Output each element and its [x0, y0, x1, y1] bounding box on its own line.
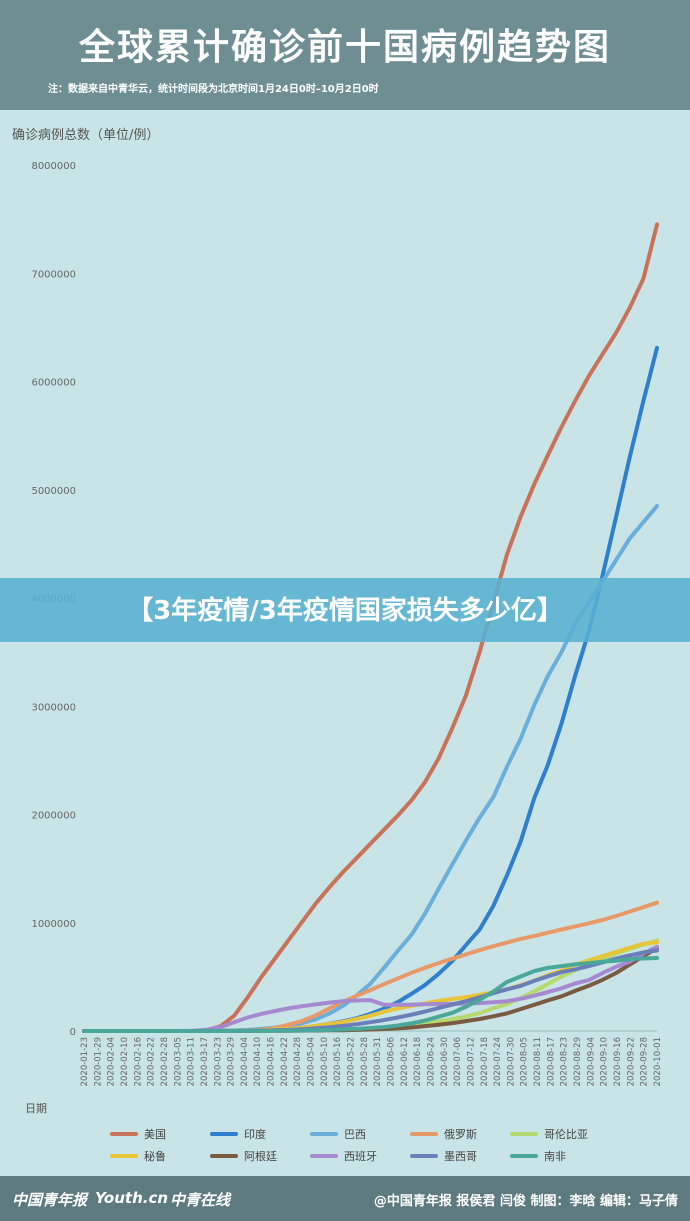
x-tick-label: 2020-02-04 — [107, 1037, 117, 1086]
legend-label: 俄罗斯 — [444, 1128, 477, 1141]
x-tick-label: 2020-08-05 — [520, 1037, 530, 1086]
x-tick-label: 2020-09-28 — [640, 1037, 650, 1086]
legend-item: 巴西 — [310, 1126, 366, 1142]
page-title: 全球累计确诊前十国病例趋势图 — [78, 27, 611, 68]
legend-label: 巴西 — [344, 1128, 366, 1141]
y-tick-label: 7000000 — [31, 269, 76, 280]
y-tick-label: 3000000 — [31, 702, 76, 713]
legend-swatch — [310, 1154, 338, 1158]
legend-item: 秘鲁 — [110, 1148, 166, 1164]
legend-label: 秘鲁 — [144, 1150, 166, 1163]
x-axis-label: 日期 — [25, 1102, 47, 1115]
logo-2: Youth.cn — [95, 1189, 169, 1207]
x-tick-label: 2020-08-23 — [560, 1037, 570, 1086]
x-tick-label: 2020-05-22 — [347, 1037, 357, 1086]
banner-text: 【3年疫情/3年疫情国家损失多少亿】 — [127, 596, 563, 626]
x-tick-label: 2020-09-16 — [613, 1037, 623, 1086]
x-tick-label: 2020-05-31 — [373, 1037, 383, 1086]
x-tick-label: 2020-06-12 — [400, 1037, 410, 1086]
x-tick-label: 2020-07-12 — [466, 1037, 476, 1086]
legend-item: 哥伦比亚 — [510, 1126, 588, 1142]
logo-1: 中国青年报 — [12, 1191, 88, 1209]
x-tick-label: 2020-02-16 — [133, 1037, 143, 1086]
x-tick-label: 2020-03-17 — [200, 1037, 210, 1086]
y-tick-label: 0 — [70, 1027, 76, 1038]
y-axis-label: 确诊病例总数（单位/例） — [12, 128, 160, 143]
x-tick-label: 2020-04-22 — [280, 1037, 290, 1086]
legend-label: 西班牙 — [344, 1150, 377, 1163]
footer: 中国青年报 Youth.cn 中青在线 @中国青年报 报侯君 闫俊 制图：李晗 … — [0, 1176, 690, 1221]
x-tick-label: 2020-07-06 — [453, 1037, 463, 1086]
x-tick-label: 2020-06-30 — [440, 1037, 450, 1086]
legend-swatch — [210, 1132, 238, 1136]
y-tick-label: 1000000 — [31, 919, 76, 930]
x-tick-label: 2020-04-16 — [267, 1037, 277, 1086]
x-tick-label: 2020-09-04 — [586, 1037, 596, 1086]
x-tick-label: 2020-05-04 — [307, 1037, 317, 1086]
x-tick-label: 2020-03-29 — [227, 1037, 237, 1086]
x-tick-label: 2020-10-01 — [653, 1037, 663, 1086]
legend-swatch — [410, 1154, 438, 1158]
x-tick-label: 2020-01-23 — [80, 1037, 90, 1086]
legend-item: 俄罗斯 — [410, 1126, 477, 1142]
legend-label: 南非 — [544, 1150, 566, 1163]
legend-item: 印度 — [210, 1126, 266, 1142]
logo-3: 中青在线 — [170, 1191, 231, 1209]
y-tick-label: 2000000 — [31, 811, 76, 822]
x-tick-label: 2020-03-23 — [213, 1037, 223, 1086]
x-tick-label: 2020-06-18 — [413, 1037, 423, 1086]
x-tick-label: 2020-02-22 — [147, 1037, 157, 1086]
x-ticks: 2020-01-23 2020-01-29 2020-02-04 2020-02-10… — [80, 1037, 663, 1086]
legend-item: 阿根廷 — [210, 1148, 277, 1164]
x-tick-label: 2020-08-29 — [573, 1037, 583, 1086]
x-tick-label: 2020-05-10 — [320, 1037, 330, 1086]
x-tick-label: 2020-02-10 — [120, 1037, 130, 1086]
x-tick-label: 2020-02-28 — [160, 1037, 170, 1086]
x-tick-label: 2020-04-28 — [293, 1037, 303, 1086]
legend-swatch — [110, 1132, 138, 1136]
y-tick-label: 8000000 — [31, 161, 76, 172]
legend-swatch — [510, 1132, 538, 1136]
series-lines — [82, 222, 659, 1033]
x-tick-label: 2020-03-11 — [187, 1037, 197, 1086]
x-tick-label: 2020-08-17 — [546, 1037, 556, 1086]
legend-item: 南非 — [510, 1148, 566, 1164]
x-tick-label: 2020-06-06 — [386, 1037, 396, 1086]
legend-label: 哥伦比亚 — [544, 1128, 588, 1141]
legend-label: 墨西哥 — [444, 1150, 477, 1163]
credits: @中国青年报 报侯君 闫俊 制图：李晗 编辑：马子倩 — [373, 1194, 678, 1209]
x-tick-label: 2020-04-04 — [240, 1037, 250, 1086]
x-tick-label: 2020-01-29 — [93, 1037, 103, 1086]
y-tick-label: 6000000 — [31, 378, 76, 389]
header: 全球累计确诊前十国病例趋势图 注：数据来自中青华云，统计时间段为北京时间1月24… — [0, 0, 690, 110]
legend-item: 美国 — [110, 1126, 166, 1142]
x-tick-label: 2020-09-22 — [626, 1037, 636, 1086]
legend-label: 美国 — [144, 1128, 166, 1141]
legend-item: 西班牙 — [310, 1148, 377, 1164]
x-tick-label: 2020-09-10 — [600, 1037, 610, 1086]
y-tick-label: 5000000 — [31, 486, 76, 497]
x-tick-label: 2020-03-05 — [173, 1037, 183, 1086]
source-note: 注：数据来自中青华云，统计时间段为北京时间1月24日0时–10月2日0时 — [48, 84, 379, 95]
x-tick-label: 2020-08-11 — [533, 1037, 543, 1086]
legend-swatch — [510, 1154, 538, 1158]
legend-item: 墨西哥 — [410, 1148, 477, 1164]
x-tick-label: 2020-07-24 — [493, 1037, 503, 1086]
headline-banner[interactable]: 【3年疫情/3年疫情国家损失多少亿】 — [0, 578, 690, 642]
x-tick-label: 2020-05-16 — [333, 1037, 343, 1086]
x-tick-label: 2020-06-24 — [426, 1037, 436, 1086]
legend-swatch — [410, 1132, 438, 1136]
x-tick-label: 2020-07-18 — [480, 1037, 490, 1086]
legend-swatch — [310, 1132, 338, 1136]
x-tick-label: 2020-05-28 — [360, 1037, 370, 1086]
series-line-南非 — [82, 956, 659, 1033]
line-chart: 0100000020000003000000400000050000006000… — [31, 161, 663, 1086]
legend-label: 阿根廷 — [244, 1150, 277, 1163]
legend-label: 印度 — [244, 1128, 266, 1141]
x-tick-label: 2020-04-10 — [253, 1037, 263, 1086]
x-tick-label: 2020-07-30 — [506, 1037, 516, 1086]
legend-swatch — [110, 1154, 138, 1158]
legend-swatch — [210, 1154, 238, 1158]
